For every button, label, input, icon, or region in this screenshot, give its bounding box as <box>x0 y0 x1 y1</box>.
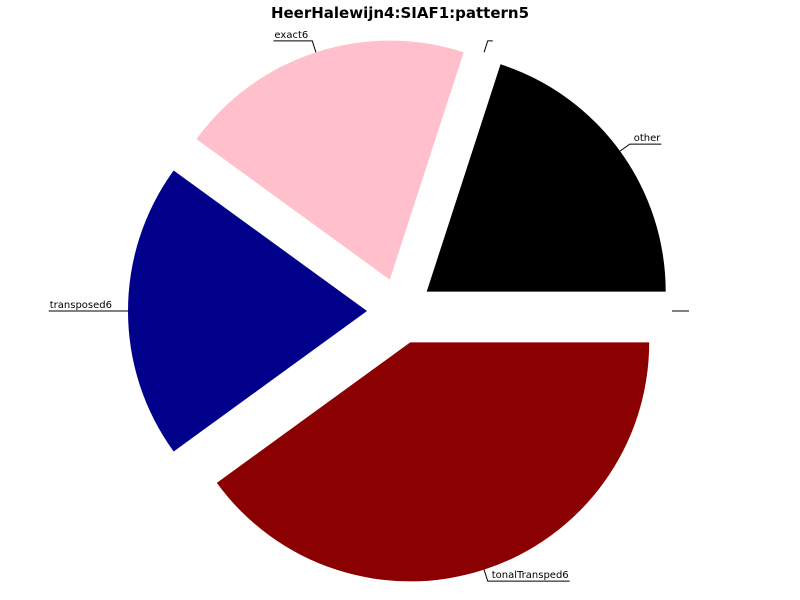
slice-label-transposed6: transposed6 <box>50 300 112 311</box>
pie-slices <box>128 40 666 582</box>
slice-label-tonaltransped6: tonalTransped6 <box>492 570 569 581</box>
pie-slice-exact6 <box>196 40 464 280</box>
slice-label-exact6: exact6 <box>274 30 308 41</box>
slice-leader-exact6 <box>273 40 317 53</box>
pie-slice-tonaltransped6 <box>216 342 650 582</box>
slice-leader-tonaltransped6 <box>483 569 570 582</box>
slice-leader-other <box>619 143 662 152</box>
chart-title: HeerHalewijn4:SIAF1:pattern5 <box>270 4 530 22</box>
pie-slice-transposed6 <box>128 170 367 452</box>
slice-leader-unlabeled-1 <box>483 40 493 53</box>
pie-labels: other exact6 transposed6 tonalTransped6 <box>48 30 689 582</box>
pie-slice-other <box>426 64 666 292</box>
slice-label-other: other <box>634 133 662 144</box>
